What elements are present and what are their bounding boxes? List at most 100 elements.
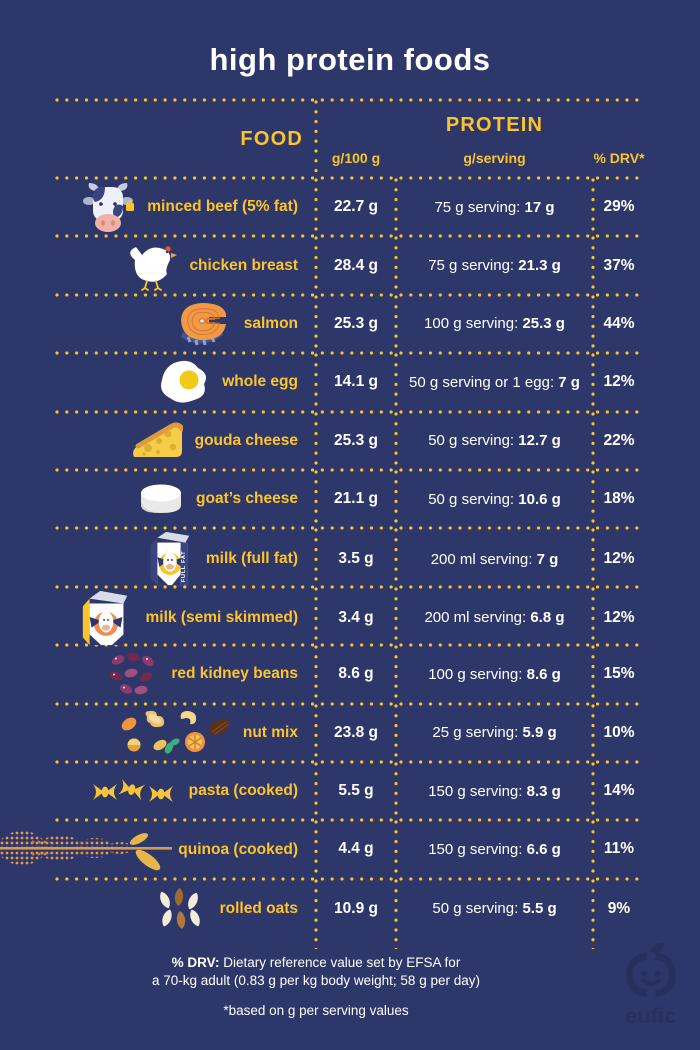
fried-egg-icon: [158, 360, 210, 404]
row-divider: [55, 759, 645, 764]
protein-per-serving: 100 g serving: 25.3 g: [396, 315, 593, 332]
food-label: red kidney beans: [171, 665, 298, 683]
protein-per-100g: 3.4 g: [338, 608, 374, 626]
column-divider: [314, 178, 318, 237]
protein-per-serving: 75 g serving: 17 g: [396, 199, 593, 216]
column-header-protein: PROTEIN: [445, 114, 544, 136]
protein-per-100g: 21.1 g: [334, 490, 378, 508]
serving-size: 200 ml serving:: [424, 609, 527, 627]
serving-protein: 5.5 g: [522, 900, 557, 918]
column-divider: [314, 703, 318, 762]
serving-size: 100 g serving:: [424, 315, 519, 333]
column-divider: [394, 178, 398, 237]
column-divider: [314, 236, 318, 295]
drv-footnote: % DRV: Dietary reference value set by EF…: [0, 954, 632, 990]
column-header-drv: % DRV*: [593, 150, 645, 166]
food-cell: red kidney beans: [55, 651, 316, 697]
column-divider: [314, 528, 318, 587]
food-label: milk (full fat): [205, 550, 298, 568]
drv-footnote-line1: Dietary reference value set by EFSA for: [223, 955, 461, 970]
column-divider: [591, 761, 595, 821]
food-cell: milk (semi skimmed): [55, 589, 316, 647]
food-label: minced beef (5% fat): [147, 198, 298, 216]
food-label: salmon: [243, 315, 298, 333]
serving-protein: 12.7 g: [518, 432, 561, 450]
food-label: nut mix: [242, 723, 298, 741]
protein-per-serving: 150 g serving: 6.6 g: [396, 841, 593, 858]
drv-percent: 12%: [603, 550, 635, 568]
table-row-rolled-oats: rolled oats 10.9 g 50 g serving: 5.5 g 9…: [55, 878, 645, 949]
row-divider: [55, 292, 645, 297]
column-divider: [394, 878, 398, 949]
column-divider: [394, 528, 398, 587]
food-cell: rolled oats: [55, 887, 316, 931]
protein-per-100g: 10.9 g: [334, 899, 378, 917]
protein-per-100g: 4.4 g: [338, 840, 374, 858]
column-header-g100: g/100 g: [331, 150, 381, 166]
food-label: pasta (cooked): [188, 782, 298, 800]
column-divider: [394, 645, 398, 704]
row-divider: [55, 351, 645, 356]
column-divider: [394, 703, 398, 762]
table-row-minced-beef: minced beef (5% fat) 22.7 g 75 g serving…: [55, 178, 645, 237]
table-row-quinoa: quinoa (cooked) 4.4 g 150 g serving: 6.6…: [0, 820, 645, 879]
eufic-logo-text: eufic: [625, 1005, 677, 1028]
farfalle-pasta-icon: [91, 776, 177, 806]
serving-size: 75 g serving:: [434, 198, 521, 216]
protein-per-100g: 25.3 g: [334, 431, 378, 449]
column-divider: [591, 469, 595, 529]
column-divider: [314, 878, 318, 949]
serving-protein: 6.8 g: [530, 609, 565, 627]
protein-per-serving: 25 g serving: 5.9 g: [396, 724, 593, 741]
column-header-gserving: g/serving: [463, 150, 526, 166]
row-divider: [55, 467, 645, 472]
row-divider: [55, 409, 645, 414]
food-cell: minced beef (5% fat): [55, 182, 316, 233]
drv-percent: 44%: [603, 314, 635, 332]
column-divider: [314, 294, 318, 354]
serving-size: 50 g serving or 1 egg:: [409, 373, 555, 391]
table-row-milk-full-fat: FULL FAT milk (full fat) 3.5 g 200 ml se…: [55, 528, 645, 587]
drv-percent: 18%: [603, 490, 635, 508]
serving-protein: 25.3 g: [522, 315, 565, 333]
eufic-logo: eufic: [612, 941, 690, 1029]
goats-cheese-icon: [138, 481, 184, 517]
table-row-red-kidney-beans: red kidney beans 8.6 g 100 g serving: 8.…: [55, 645, 645, 704]
milk-carton-full-fat-icon: FULL FAT: [144, 530, 194, 588]
food-cell: quinoa (cooked): [0, 831, 316, 871]
row-divider: [55, 176, 645, 180]
column-divider: [591, 703, 595, 762]
protein-per-100g: 22.7 g: [334, 198, 378, 216]
protein-per-100g: 8.6 g: [338, 665, 374, 683]
serving-protein: 7 g: [558, 373, 580, 391]
kidney-beans-icon: [105, 651, 159, 697]
serving-size: 150 g serving:: [428, 782, 523, 800]
serving-size: 25 g serving:: [432, 724, 519, 742]
serving-protein: 8.3 g: [526, 782, 561, 800]
column-divider: [591, 411, 595, 470]
page-title: high protein foods: [209, 42, 491, 77]
food-cell: nut mix: [55, 709, 316, 757]
protein-per-100g: 3.5 g: [338, 550, 374, 568]
column-divider: [314, 469, 318, 529]
column-divider: [394, 820, 398, 879]
serving-protein: 6.6 g: [526, 840, 561, 858]
serving-protein: 7 g: [536, 550, 559, 568]
table-top-divider: [55, 98, 645, 102]
row-divider: [55, 234, 645, 239]
drv-percent: 15%: [603, 665, 635, 683]
food-cell: chicken breast: [55, 240, 316, 292]
serving-size: 100 g serving:: [428, 665, 523, 683]
protein-per-100g: 14.1 g: [334, 373, 378, 391]
drv-percent: 12%: [603, 608, 635, 626]
column-divider: [314, 586, 318, 646]
serving-protein: 17 g: [524, 198, 555, 216]
protein-per-serving: 150 g serving: 8.3 g: [396, 783, 593, 800]
serving-protein: 10.6 g: [518, 490, 561, 508]
protein-per-serving: 200 ml serving: 6.8 g: [396, 609, 593, 626]
column-divider: [394, 236, 398, 295]
table-row-chicken-breast: chicken breast 28.4 g 75 g serving: 21.3…: [55, 236, 645, 295]
cow-icon: [81, 182, 135, 233]
table-row-pasta: pasta (cooked) 5.5 g 150 g serving: 8.3 …: [55, 761, 645, 821]
